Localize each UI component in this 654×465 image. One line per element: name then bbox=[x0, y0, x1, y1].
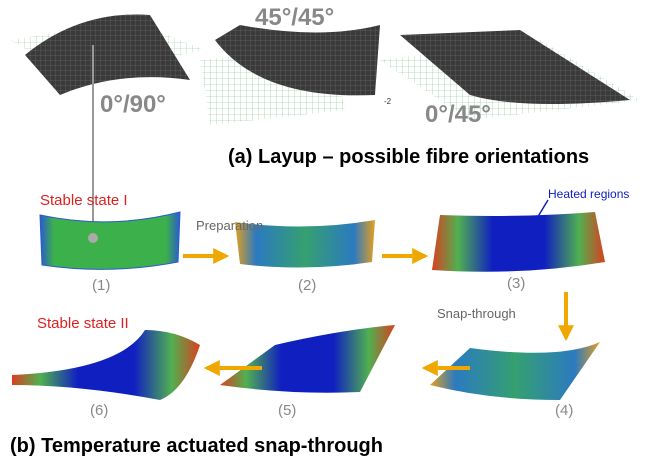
step-label: (1) bbox=[92, 277, 110, 294]
caption-a: (a) Layup – possible fibre orientations bbox=[228, 146, 589, 168]
step-note: Snap-through bbox=[437, 306, 516, 321]
heated-label: Heated regions bbox=[548, 187, 629, 201]
plate-4 bbox=[430, 342, 600, 400]
plate-3 bbox=[432, 212, 605, 272]
connector-dot bbox=[88, 233, 98, 243]
plate-5 bbox=[220, 325, 395, 393]
artifact: -2 bbox=[384, 97, 392, 106]
layup-label: 0°/45° bbox=[425, 101, 491, 128]
plate-1 bbox=[40, 212, 180, 269]
caption-b: (b) Temperature actuated snap-through bbox=[10, 435, 383, 457]
step-label: (4) bbox=[555, 402, 573, 419]
step-label: (6) bbox=[90, 402, 108, 419]
step-note: Preparation bbox=[196, 218, 263, 233]
step-label: (3) bbox=[507, 275, 525, 292]
pointer-dot bbox=[519, 243, 524, 248]
plate-6 bbox=[12, 330, 200, 400]
state-label: Stable state I bbox=[40, 192, 128, 209]
step-label: (2) bbox=[298, 277, 316, 294]
layup-label: 45°/45° bbox=[255, 4, 334, 31]
step-label: (5) bbox=[278, 402, 296, 419]
layup-label: 0°/90° bbox=[100, 91, 166, 118]
figure: 0°/90° 45°/45° 0°/45° -2 (a) Layup – pos… bbox=[0, 0, 654, 465]
state-label: Stable state II bbox=[37, 315, 129, 332]
